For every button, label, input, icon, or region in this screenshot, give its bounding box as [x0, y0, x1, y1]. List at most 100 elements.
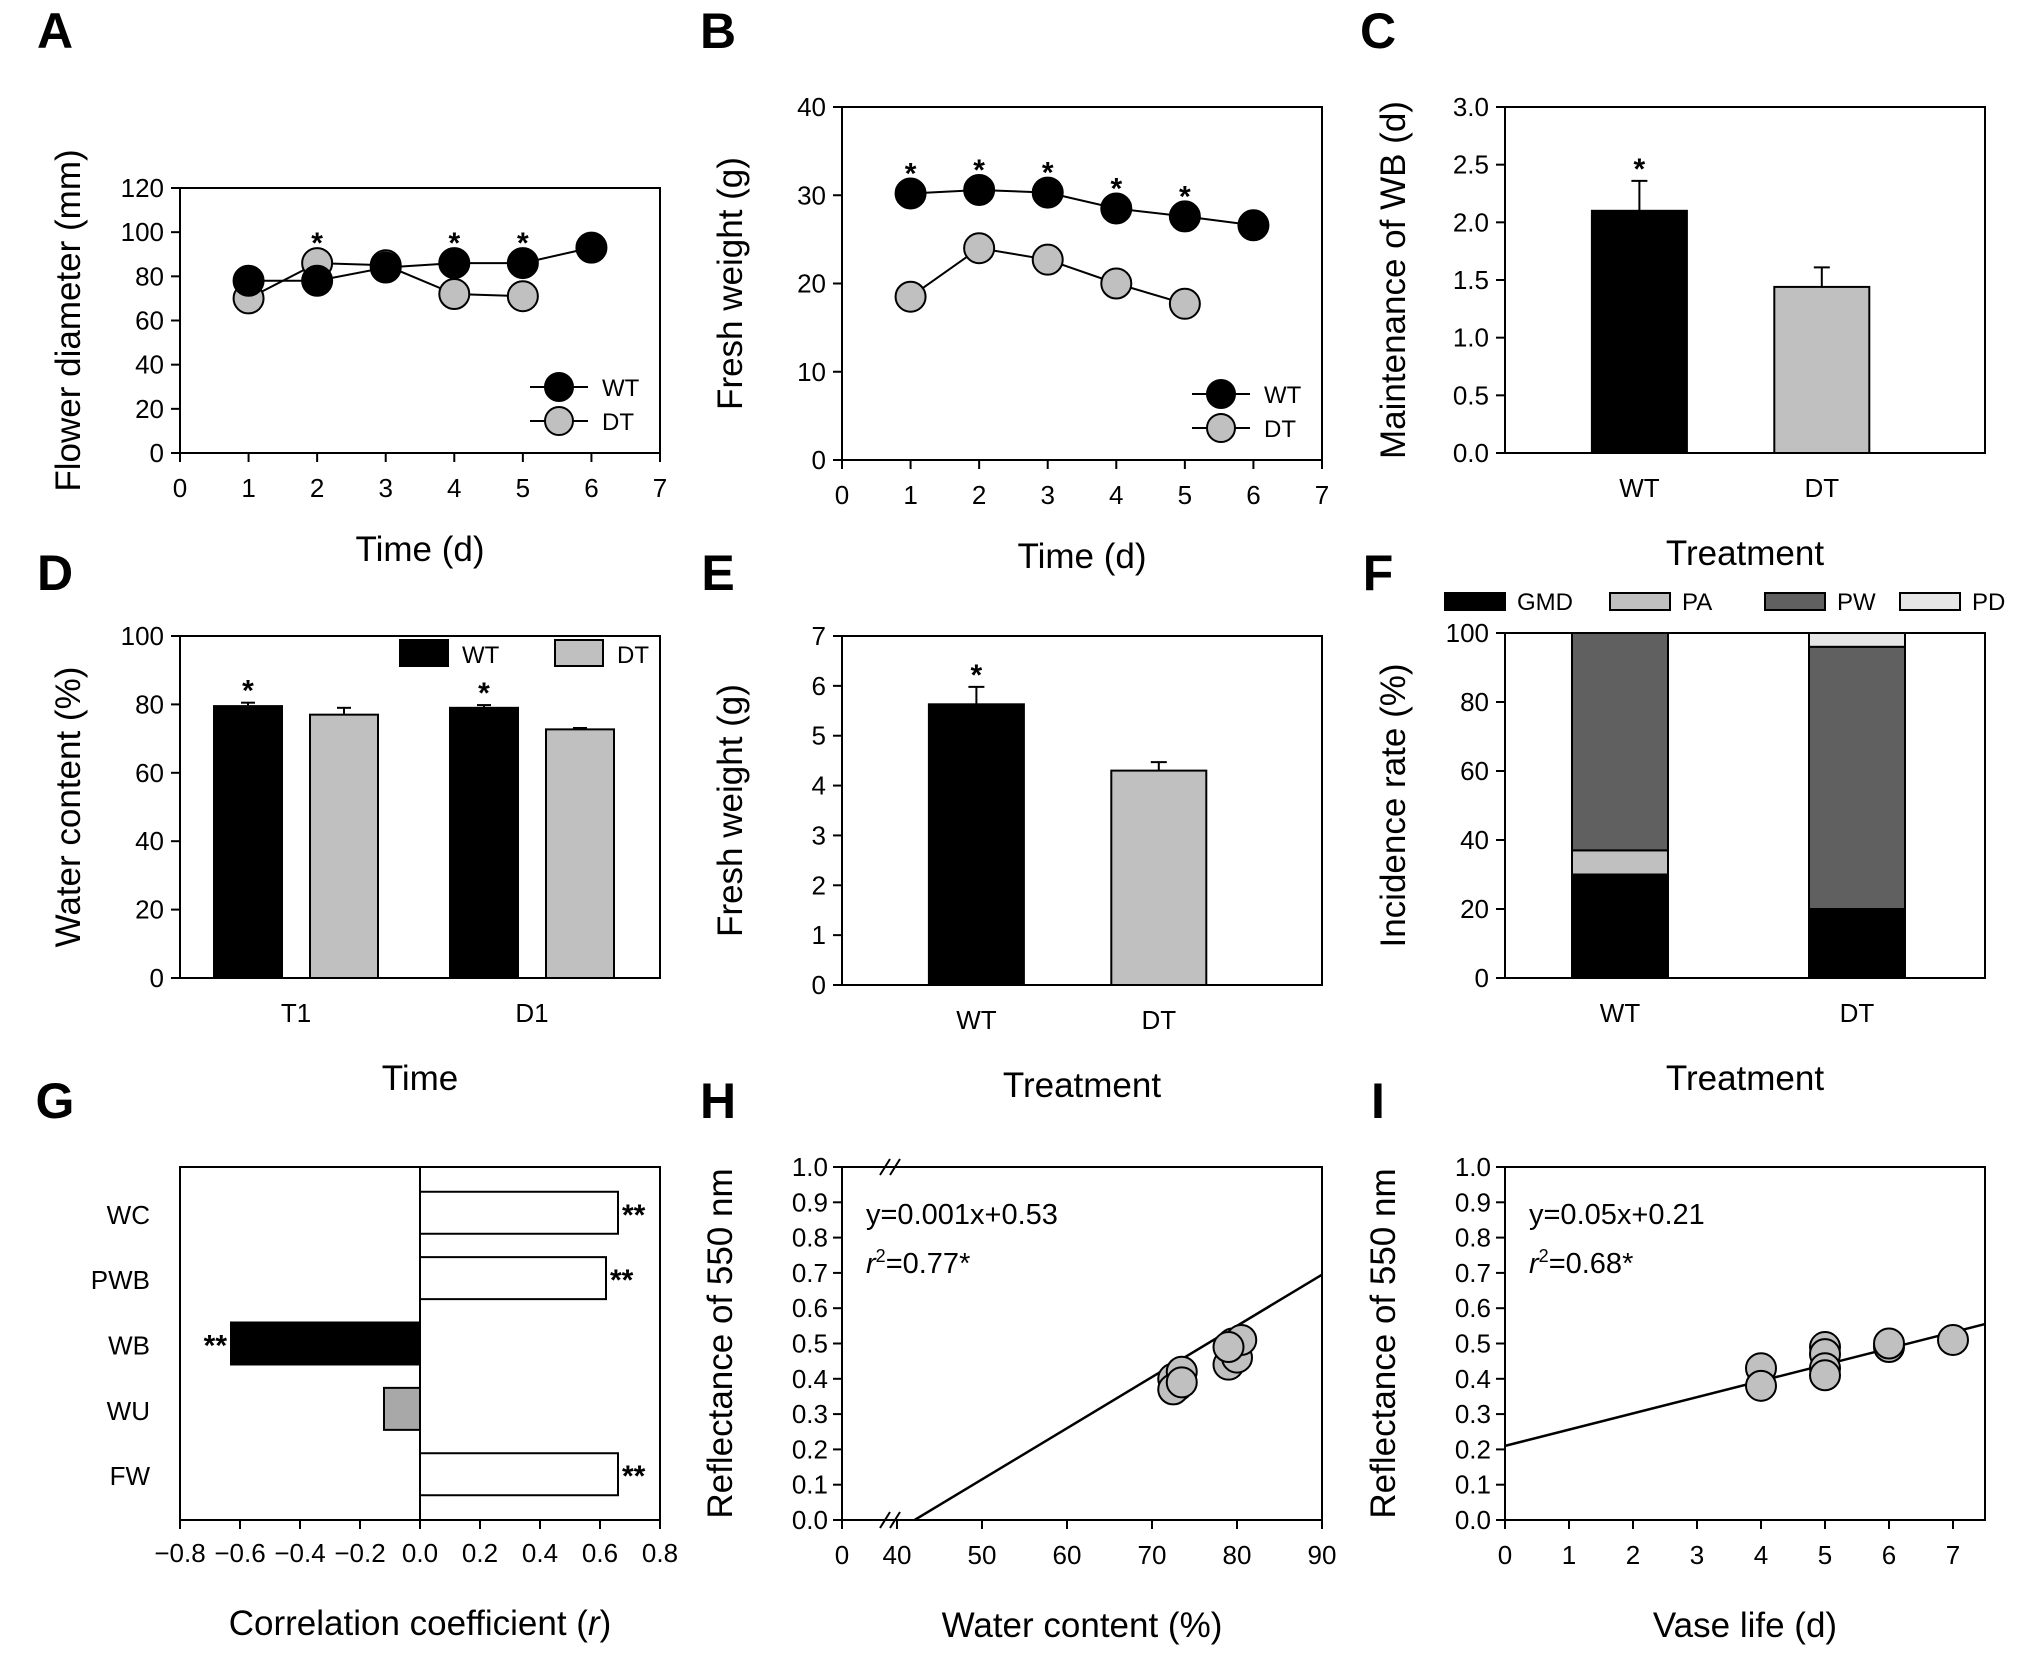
- chart-f-legend-swatch: [1444, 592, 1506, 611]
- chart-a-legend-marker: [544, 372, 574, 402]
- chart-h-ytick-label: 1.0: [792, 1152, 828, 1182]
- chart-b-significance: *: [1042, 157, 1054, 190]
- chart-b-point-wt: [963, 173, 996, 206]
- chart-f-x-axis-label: Treatment: [1666, 1059, 1824, 1098]
- chart-i-point: [1937, 1323, 1969, 1356]
- chart-g-xtick-label: −0.2: [334, 1538, 385, 1568]
- chart-e-ytick-label: 2: [812, 870, 826, 900]
- chart-h-xtick-label: 0: [835, 1540, 849, 1570]
- chart-a-point-wt: [575, 231, 608, 264]
- chart-h-ytick-label: 0.3: [792, 1399, 828, 1429]
- chart-d-legend-label: DT: [617, 642, 649, 669]
- chart-d-bar-dt: [309, 713, 379, 979]
- chart-h-ytick-label: 0.9: [792, 1187, 828, 1217]
- chart-f-ytick-label: 100: [1446, 618, 1489, 648]
- chart-b-series-wt-line: [910, 188, 1254, 227]
- chart-f-legend-label: GMD: [1517, 589, 1573, 616]
- chart-d-ytick-label: 80: [135, 689, 164, 719]
- chart-b-xtick-label: 7: [1315, 480, 1329, 510]
- chart-g-xtick-label: −0.6: [214, 1538, 265, 1568]
- chart-i-xtick-label: 3: [1690, 1540, 1704, 1570]
- panel-label-b: B: [700, 3, 736, 59]
- chart-i-ytick-label: 0.8: [1455, 1223, 1491, 1253]
- chart-a-xtick-label: 2: [310, 473, 324, 503]
- chart-e-ytick-label: 6: [812, 671, 826, 701]
- chart-e-ytick-label: 3: [812, 820, 826, 850]
- chart-h-axis-break: [889, 1158, 901, 1176]
- chart-h-ytick-label: 0.1: [792, 1470, 828, 1500]
- panel-label-i: I: [1371, 1073, 1385, 1129]
- chart-a-xtick-label: 1: [241, 473, 255, 503]
- chart-a-point-wt: [438, 247, 471, 280]
- chart-e-y-axis-label: Fresh weight (g): [711, 684, 750, 937]
- chart-a-legend-label: WT: [602, 375, 640, 402]
- chart-e-bar-wt: [927, 703, 1025, 986]
- panel-label-a: A: [37, 3, 73, 59]
- chart-f-legend-swatch: [1609, 592, 1671, 611]
- chart-i-ytick-label: 0.0: [1455, 1505, 1491, 1535]
- chart-f-ytick-label: 60: [1460, 756, 1489, 786]
- chart-f-xtick-label: WT: [1600, 998, 1641, 1028]
- chart-e-x-axis-label: Treatment: [1003, 1066, 1161, 1105]
- chart-g-category-label: WB: [108, 1331, 150, 1361]
- chart-a-significance: *: [517, 227, 529, 260]
- panel-label-h: H: [700, 1073, 736, 1129]
- chart-c-frame: [1504, 106, 1986, 454]
- chart-b-point-dt: [1168, 287, 1201, 320]
- chart-h-xtick-label: 70: [1138, 1540, 1167, 1570]
- chart-a-ytick-label: 40: [135, 350, 164, 380]
- chart-g-bar-fw: [419, 1452, 619, 1497]
- chart-f-ytick-label: 0: [1475, 963, 1489, 993]
- chart-a-y-axis-label: Flower diameter (mm): [49, 149, 88, 491]
- chart-h-xtick-label: 90: [1308, 1540, 1337, 1570]
- chart-a-x-axis-label: Time (d): [356, 530, 485, 569]
- panel-label-d: D: [37, 545, 73, 601]
- chart-i-xtick-label: 0: [1498, 1540, 1512, 1570]
- chart-b-significance: *: [905, 157, 917, 190]
- chart-b-ytick-label: 10: [797, 357, 826, 387]
- chart-f-legend-swatch: [1899, 592, 1961, 611]
- chart-d-significance: *: [478, 677, 490, 710]
- chart-c-ytick-label: 1.5: [1453, 265, 1489, 295]
- chart-e-significance: *: [971, 659, 983, 692]
- chart-b-x-axis-label: Time (d): [1018, 537, 1147, 576]
- chart-b-xtick-label: 5: [1178, 480, 1192, 510]
- chart-i-ytick-label: 0.1: [1455, 1470, 1491, 1500]
- chart-e-bar-dt: [1110, 769, 1208, 986]
- chart-d-ytick-label: 100: [121, 621, 164, 651]
- chart-a-ytick-label: 80: [135, 261, 164, 291]
- panel-label-g: G: [36, 1073, 75, 1129]
- chart-e-ytick-label: 0: [812, 970, 826, 1000]
- chart-d-legend-label: WT: [462, 642, 500, 669]
- chart-a-ytick-label: 60: [135, 306, 164, 336]
- panel-label-f: F: [1363, 545, 1394, 601]
- chart-a-point-dt: [438, 278, 471, 310]
- chart-b-significance: *: [973, 154, 985, 187]
- chart-i-ytick-label: 0.3: [1455, 1399, 1491, 1429]
- chart-g-bar-wb: [230, 1321, 421, 1366]
- chart-d-significance: *: [242, 675, 254, 708]
- chart-c-ytick-label: 3.0: [1453, 92, 1489, 122]
- chart-i-ytick-label: 0.7: [1455, 1258, 1491, 1288]
- chart-i-ytick-label: 0.6: [1455, 1293, 1491, 1323]
- chart-a-point-wt: [506, 247, 539, 280]
- chart-g-significance: **: [622, 1460, 646, 1493]
- chart-h-axis-break: [879, 1511, 891, 1529]
- chart-f-legend-swatch: [1764, 592, 1826, 611]
- chart-c-y-axis-label: Maintenance of WB (d): [1374, 101, 1413, 459]
- chart-i-ytick-label: 0.5: [1455, 1329, 1491, 1359]
- chart-g-category-label: FW: [110, 1461, 151, 1491]
- chart-a-frame: [179, 187, 661, 454]
- chart-f-segment-pd: [1808, 632, 1906, 648]
- chart-i-xtick-label: 2: [1626, 1540, 1640, 1570]
- chart-d-xtick-label: T1: [281, 998, 311, 1028]
- chart-b-xtick-label: 0: [835, 480, 849, 510]
- chart-b-point-dt: [963, 232, 996, 265]
- chart-c-xtick-label: WT: [1619, 473, 1660, 503]
- chart-e-ytick-label: 1: [812, 920, 826, 950]
- chart-c-xtick-label: DT: [1804, 473, 1839, 503]
- chart-a-xtick-label: 5: [516, 473, 530, 503]
- chart-i-xtick-label: 7: [1946, 1540, 1960, 1570]
- chart-e-ytick-label: 4: [812, 771, 826, 801]
- chart-d-bar-wt: [213, 705, 283, 979]
